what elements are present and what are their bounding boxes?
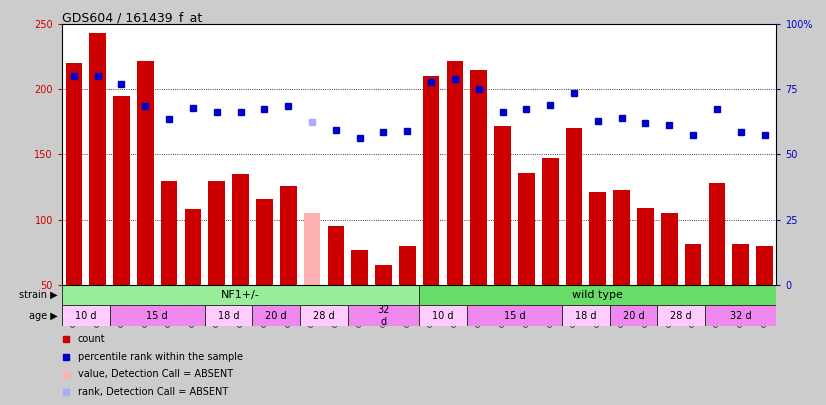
Text: value, Detection Call = ABSENT: value, Detection Call = ABSENT — [78, 369, 233, 379]
Bar — [137, 61, 154, 285]
Bar — [327, 226, 344, 285]
Bar — [62, 305, 110, 326]
Bar — [447, 61, 463, 285]
Bar — [494, 126, 511, 285]
Text: NF1+/-: NF1+/- — [221, 290, 260, 300]
Bar — [256, 199, 273, 285]
Bar — [467, 305, 562, 326]
Bar — [470, 70, 487, 285]
Text: 10 d: 10 d — [75, 311, 97, 321]
Bar — [423, 77, 439, 285]
Bar — [399, 245, 415, 285]
Bar — [300, 305, 348, 326]
Bar — [110, 305, 205, 326]
Bar — [709, 183, 725, 285]
Text: 18 d: 18 d — [575, 311, 596, 321]
Bar — [65, 63, 83, 285]
Text: 15 d: 15 d — [504, 311, 525, 321]
Bar — [232, 174, 249, 285]
Bar — [542, 158, 558, 285]
Bar — [161, 181, 178, 285]
Bar — [756, 245, 773, 285]
Text: age ▶: age ▶ — [29, 311, 58, 321]
Bar — [613, 190, 630, 285]
Text: 18 d: 18 d — [218, 311, 240, 321]
Bar — [685, 244, 701, 285]
Bar — [566, 128, 582, 285]
Bar — [518, 173, 534, 285]
Text: 10 d: 10 d — [432, 311, 453, 321]
Bar — [661, 213, 677, 285]
Bar — [637, 208, 654, 285]
Bar — [184, 209, 202, 285]
Bar — [280, 186, 297, 285]
Bar — [419, 305, 467, 326]
Bar — [304, 213, 320, 285]
Text: wild type: wild type — [572, 290, 624, 300]
Text: strain ▶: strain ▶ — [19, 290, 58, 300]
Text: 15 d: 15 d — [146, 311, 168, 321]
Bar — [351, 249, 368, 285]
Bar — [253, 305, 300, 326]
Bar — [657, 305, 705, 326]
Text: count: count — [78, 334, 105, 344]
Bar — [89, 33, 106, 285]
Bar — [562, 305, 610, 326]
Text: 20 d: 20 d — [265, 311, 287, 321]
Bar — [62, 285, 419, 305]
Text: 28 d: 28 d — [313, 311, 335, 321]
Bar — [705, 305, 776, 326]
Bar — [419, 285, 776, 305]
Bar — [375, 265, 392, 285]
Bar — [610, 305, 657, 326]
Bar — [733, 244, 749, 285]
Bar — [205, 305, 253, 326]
Text: rank, Detection Call = ABSENT: rank, Detection Call = ABSENT — [78, 387, 228, 397]
Text: 32 d: 32 d — [730, 311, 752, 321]
Text: 32
d: 32 d — [377, 305, 390, 326]
Bar — [113, 96, 130, 285]
Text: 20 d: 20 d — [623, 311, 644, 321]
Bar — [208, 181, 225, 285]
Bar — [348, 305, 419, 326]
Text: 28 d: 28 d — [671, 311, 692, 321]
Text: percentile rank within the sample: percentile rank within the sample — [78, 352, 243, 362]
Bar — [590, 192, 606, 285]
Text: GDS604 / 161439_f_at: GDS604 / 161439_f_at — [62, 11, 202, 24]
